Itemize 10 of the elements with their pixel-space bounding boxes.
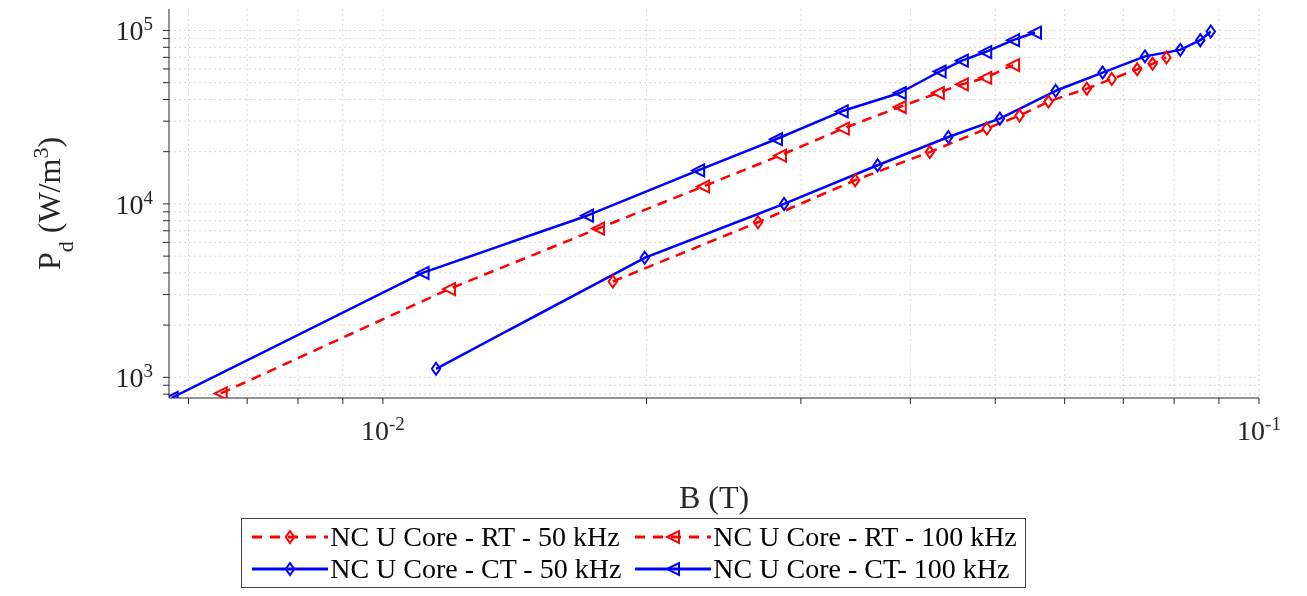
- y-tick-label: 10$^{5}$: [115, 12, 153, 47]
- legend-label: NC U Core - CT- 100 kHz: [713, 553, 1010, 585]
- x-tick-label: 10$^{-2}$: [360, 412, 405, 446]
- x-axis-title: B (T): [678, 479, 750, 515]
- y-tick-label: 10$^{4}$: [115, 186, 154, 220]
- y-tick-label: 10$^{3}$: [115, 359, 153, 394]
- legend-label: NC U Core - RT - 100 kHz: [713, 521, 1017, 553]
- x-tick-label: 10$^{-1}$: [1237, 412, 1281, 446]
- legend-label: NC U Core - CT - 50 kHz: [330, 553, 622, 585]
- legend-label: NC U Core - RT - 50 kHz: [330, 521, 620, 553]
